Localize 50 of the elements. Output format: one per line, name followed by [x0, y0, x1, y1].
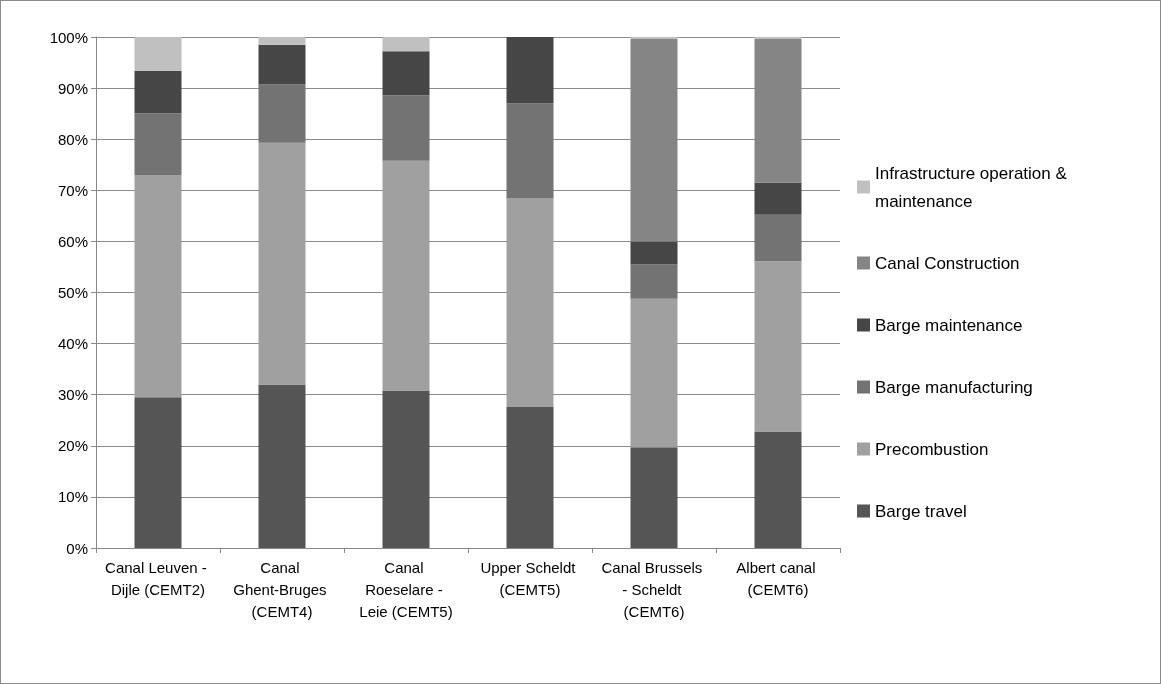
bar	[754, 431, 802, 548]
bar	[134, 113, 182, 175]
bar	[506, 406, 554, 548]
bar	[258, 37, 306, 45]
bar	[506, 37, 554, 104]
bar	[382, 160, 430, 391]
y-tick-label: 80%	[57, 130, 88, 148]
bar	[258, 44, 306, 85]
bar	[630, 298, 678, 448]
bar	[382, 390, 430, 548]
y-tick-label: 50%	[57, 284, 88, 301]
legend-label: Infrastructure operation & maintenance	[875, 163, 1072, 211]
bar	[630, 447, 678, 548]
bar	[258, 142, 306, 385]
y-tick-label: 30%	[57, 386, 88, 404]
y-tick-label: 90%	[57, 79, 88, 97]
x-tick-label: Canal Brussels - Scheldt (CEMT6)	[601, 558, 707, 620]
x-tick-label: Canal Leuven - Dijle (CEMT2)	[105, 558, 211, 598]
bar	[134, 37, 182, 71]
bar	[134, 397, 182, 548]
y-tick-label: 40%	[57, 335, 88, 353]
x-tick-label: Albert canal (CEMT6)	[736, 558, 820, 598]
legend-label: Canal Construction	[875, 253, 1020, 273]
bar	[630, 241, 678, 265]
bar	[382, 51, 430, 96]
bar	[754, 261, 802, 432]
x-tick-label: Canal Ghent-Bruges (CEMT4)	[233, 558, 331, 620]
legend-label: Barge manufacturing	[875, 377, 1033, 397]
legend-label: Barge travel	[875, 501, 967, 521]
bar	[258, 84, 306, 143]
y-tick-label: 70%	[57, 181, 88, 199]
legend-label: Barge maintenance	[875, 315, 1023, 335]
y-tick-label: 10%	[57, 488, 88, 506]
bar	[754, 214, 802, 262]
bar	[506, 103, 554, 199]
legend-label: Precombustion	[875, 439, 989, 459]
y-tick-label: 60%	[57, 232, 88, 250]
bar	[754, 182, 802, 215]
bar	[258, 384, 306, 548]
bar	[506, 198, 554, 407]
y-tick-label: 0%	[66, 539, 88, 557]
bar	[134, 174, 182, 398]
y-tick-label: 20%	[57, 437, 88, 455]
x-tick-label: Canal Roeselare - Leie (CEMT5)	[359, 558, 453, 620]
bar	[134, 70, 182, 114]
y-tick-label: 100%	[49, 28, 88, 46]
x-tick-label: Upper Scheldt (CEMT5)	[480, 558, 580, 598]
bar	[630, 264, 678, 299]
bar	[382, 37, 430, 52]
bar	[382, 95, 430, 161]
